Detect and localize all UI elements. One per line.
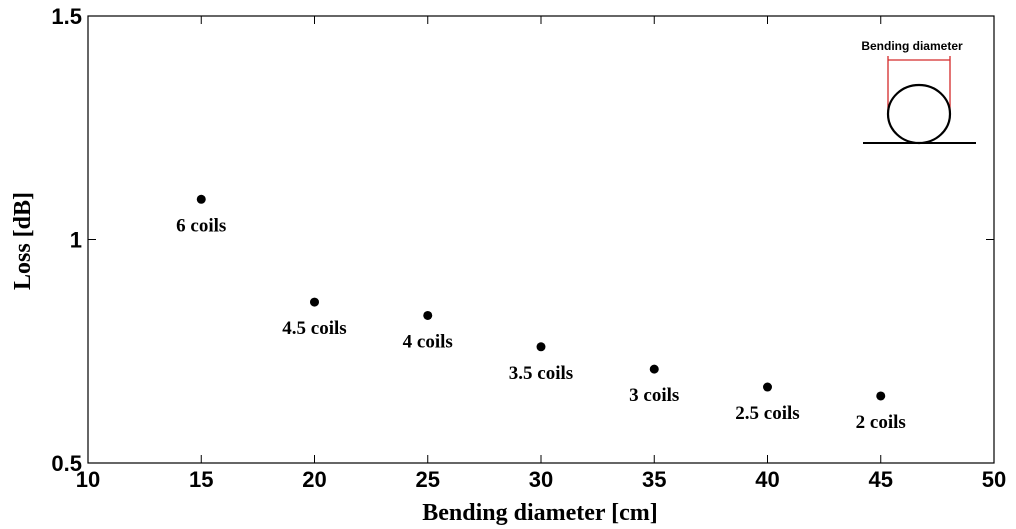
x-tick-label: 35: [642, 467, 666, 492]
point-label: 2 coils: [856, 412, 906, 433]
y-axis-title: Loss [dB]: [10, 192, 36, 290]
y-tick-label: 0.5: [51, 451, 82, 476]
y-tick-label: 1.5: [51, 4, 82, 29]
data-point: [536, 342, 546, 352]
y-tick-label: 1: [70, 228, 82, 253]
point-label: 3 coils: [629, 385, 679, 406]
point-label: 6 coils: [176, 215, 226, 236]
axis-ticks: [87, 15, 995, 464]
data-point-labels: 6 coils 4.5 coils 4 coils 3.5 coils 3 coils 2…: [176, 215, 906, 433]
x-tick-label: 15: [189, 467, 213, 492]
point-label: 4 coils: [403, 331, 453, 352]
point-label: 2.5 coils: [735, 403, 799, 424]
x-tick-labels: 10 15 20 25 30 35 40 45 50: [76, 467, 1006, 492]
x-tick-label: 20: [302, 467, 326, 492]
x-axis-title: Bending diameter [cm]: [422, 500, 658, 526]
data-point: [649, 364, 659, 374]
x-tick-label: 30: [529, 467, 553, 492]
plot-frame: [87, 15, 995, 464]
data-point: [310, 297, 319, 307]
data-point: [196, 194, 206, 204]
y-tick-labels: 0.5 1 1.5: [51, 4, 82, 476]
x-tick-label: 45: [869, 467, 893, 492]
inset-label: Bending diameter: [861, 39, 963, 53]
point-label: 3.5 coils: [509, 363, 573, 384]
x-tick-label: 50: [982, 467, 1006, 492]
data-points: [196, 194, 886, 401]
data-point: [763, 382, 772, 392]
x-tick-label: 10: [76, 467, 100, 492]
point-label: 4.5 coils: [282, 318, 346, 339]
x-tick-label: 40: [755, 467, 779, 492]
data-point: [876, 391, 886, 401]
data-point: [423, 310, 433, 320]
x-tick-label: 25: [416, 467, 440, 492]
bending-diameter-inset: Bending diameter: [861, 39, 976, 145]
